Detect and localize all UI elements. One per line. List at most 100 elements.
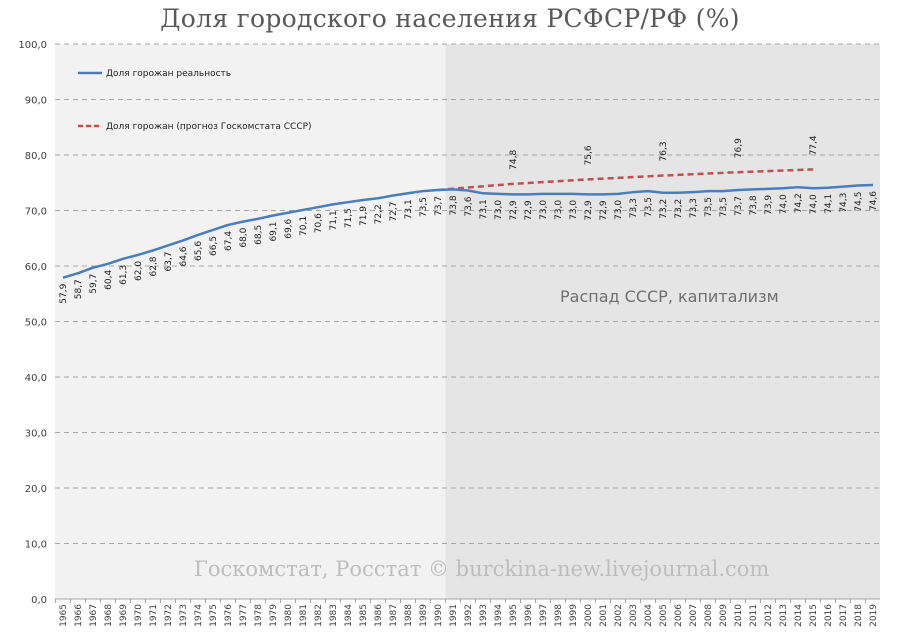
real-data-label: 69,6 [284, 218, 294, 238]
real-data-label: 74,6 [869, 191, 879, 211]
x-tick-label: 2003 [629, 604, 639, 627]
real-data-label: 70,1 [299, 216, 309, 236]
y-tick-label: 70,0 [25, 207, 47, 218]
gridlines [55, 43, 880, 544]
y-tick-label: 80,0 [25, 151, 47, 162]
x-tick-label: 1996 [524, 604, 534, 627]
real-data-label: 73,7 [734, 196, 744, 216]
real-data-label: 58,7 [74, 279, 84, 299]
real-data-label: 67,4 [224, 231, 234, 251]
real-data-label: 66,5 [209, 236, 219, 256]
x-tick-label: 1973 [179, 604, 189, 627]
x-tick-label: 1976 [224, 604, 234, 627]
real-data-label: 71,9 [359, 206, 369, 226]
forecast-line [437, 168, 814, 192]
y-tick-label: 10,0 [25, 540, 47, 551]
x-tick-label: 1991 [449, 604, 459, 627]
real-data-label: 73,8 [749, 195, 759, 215]
real-data-label: 71,1 [329, 210, 339, 230]
chart-title: Доля городского населения РСФСР/РФ (%) [160, 4, 740, 33]
x-tick-label: 1990 [434, 604, 444, 627]
y-tick-label: 50,0 [25, 318, 47, 329]
x-axis: 1965 1966 1967 1968 1969 1970 1971 1972 1973 1974… [55, 598, 880, 627]
x-tick-label: 2011 [749, 604, 759, 627]
real-data-label: 73,5 [704, 197, 714, 217]
x-tick-label: 2013 [779, 604, 789, 627]
real-data-label: 73,5 [419, 197, 429, 217]
x-tick-label: 1986 [374, 604, 384, 627]
x-tick-label: 2007 [689, 604, 699, 627]
x-tick-label: 1969 [119, 604, 129, 627]
real-data-label: 72,2 [374, 204, 384, 224]
real-data-label: 73,2 [659, 199, 669, 219]
real-data-label: 73,8 [449, 195, 459, 215]
x-tick-label: 1992 [464, 604, 474, 627]
x-tick-label: 2017 [839, 604, 849, 627]
real-data-label: 73,0 [614, 200, 624, 220]
x-tick-label: 1998 [554, 604, 564, 627]
forecast-data-label: 75,6 [584, 145, 594, 165]
real-data-label: 72,9 [524, 200, 534, 220]
x-tick-label: 1999 [569, 604, 579, 627]
x-tick-label: 2006 [674, 604, 684, 627]
real-data-label: 74,0 [809, 194, 819, 214]
x-tick-label: 1977 [239, 604, 249, 627]
real-line [62, 183, 874, 279]
x-tick-label: 2015 [809, 604, 819, 627]
legend: Доля горожан реальность Доля горожан (пр… [78, 69, 312, 132]
real-data-label: 60,4 [104, 270, 114, 290]
real-data-label: 72,9 [509, 200, 519, 220]
x-tick-label: 1979 [269, 604, 279, 627]
x-tick-label: 2016 [824, 604, 834, 627]
real-data-label: 62,8 [149, 256, 159, 276]
real-data-label: 72,7 [389, 202, 399, 222]
real-data-label: 73,0 [494, 200, 504, 220]
real-data-label: 65,6 [194, 241, 204, 261]
x-tick-label: 1965 [59, 604, 69, 627]
x-tick-label: 1985 [359, 604, 369, 627]
x-tick-label: 2012 [764, 604, 774, 627]
real-data-label: 74,3 [839, 193, 849, 213]
real-data-label: 59,7 [89, 274, 99, 294]
forecast-data-label: 76,3 [659, 141, 669, 161]
x-tick-label: 1975 [209, 604, 219, 627]
watermark: Госкомстат, Росстат © burckina-new.livej… [194, 557, 769, 581]
x-tick-label: 1978 [254, 604, 264, 627]
real-data-label: 68,5 [254, 225, 264, 245]
x-tick-label: 2002 [614, 604, 624, 627]
y-tick-label: 0,0 [31, 595, 47, 606]
real-data-label: 71,5 [344, 208, 354, 228]
x-tick-label: 2008 [704, 604, 714, 627]
x-tick-label: 1987 [389, 604, 399, 627]
x-tick-label: 1989 [419, 604, 429, 627]
x-tick-label: 1971 [149, 604, 159, 627]
x-tick-label: 2001 [599, 604, 609, 627]
legend-forecast-label: Доля горожан (прогноз Госкомстата СССР) [106, 122, 312, 132]
y-tick-label: 90,0 [25, 96, 47, 107]
real-data-label: 73,7 [434, 196, 444, 216]
forecast-data-label: 77,4 [809, 135, 819, 155]
y-tick-label: 40,0 [25, 373, 47, 384]
real-data-label: 73,1 [479, 199, 489, 219]
real-data-label: 70,6 [314, 213, 324, 233]
x-tick-label: 2004 [644, 604, 654, 627]
y-axis: 0,0 10,0 20,0 30,0 40,0 50,0 60,0 70,0 80,0 90,0 1… [18, 40, 47, 606]
x-tick-label: 1972 [164, 604, 174, 627]
y-tick-label: 60,0 [25, 262, 47, 273]
x-tick-label: 2019 [869, 604, 879, 627]
x-tick-label: 1967 [89, 604, 99, 627]
real-data-label: 68,0 [239, 227, 249, 247]
x-tick-label: 2005 [659, 604, 669, 627]
x-tick-label: 2009 [719, 604, 729, 627]
real-data-label: 73,5 [719, 197, 729, 217]
real-data-label: 73,0 [554, 200, 564, 220]
real-data-label: 63,7 [164, 251, 174, 271]
real-data-label: 74,5 [854, 192, 864, 212]
real-data-label: 61,3 [119, 265, 129, 285]
real-data-label: 73,6 [464, 196, 474, 216]
real-data-label: 74,2 [794, 193, 804, 213]
real-data-label: 73,2 [674, 199, 684, 219]
x-tick-label: 1966 [74, 604, 84, 627]
x-tick-label: 1970 [134, 604, 144, 627]
